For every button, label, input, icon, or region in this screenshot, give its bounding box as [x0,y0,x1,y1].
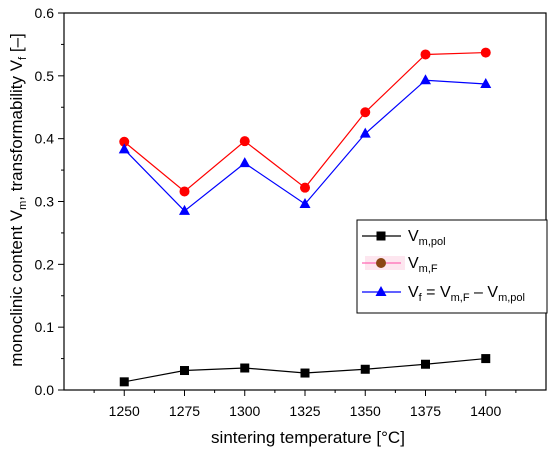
legend-marker-vm-f [376,258,386,268]
y-tick-label-0.4: 0.4 [35,131,55,147]
data-point-vf-1350 [359,127,371,138]
data-point-vm_pol-1275 [180,366,189,376]
x-tick-label-1325: 1325 [289,403,320,419]
y-tick-label-0.1: 0.1 [35,319,55,335]
data-point-vm_pol-1400 [481,354,491,364]
data-point-vm_f-1375 [420,49,431,60]
data-point-vm_f-1325 [300,182,310,193]
data-point-vm_pol-1350 [360,364,370,374]
data-point-vf-1325 [299,198,311,209]
y-tick-label-0.6: 0.6 [35,5,55,21]
data-point-vf-1375 [420,74,431,85]
data-point-vm_f-1300 [239,136,250,147]
y-axis-title-sub-f: f [17,56,29,60]
y-axis-title: monoclinic content Vm, transformability … [7,33,29,367]
series-vm_pol [119,354,491,387]
x-tick-label-1275: 1275 [169,403,200,419]
data-point-vm_pol-1325 [300,368,310,378]
data-point-vf-1275 [179,204,190,215]
data-point-vf-1250 [118,143,130,154]
data-point-vm_pol-1300 [240,363,250,373]
data-point-vm_f-1400 [480,47,491,58]
legend-label-vf-main: V [408,284,419,301]
y-tick-label-0: 0.0 [35,382,55,398]
data-point-vm_f-1250 [119,136,130,147]
data-point-vm_f-1350 [360,107,371,118]
data-point-vm_pol-1375 [421,359,430,369]
data-point-vm_f-1275 [179,186,190,197]
legend: Vm,pol Vm,F Vf = Vm,F – Vm,pol [356,219,548,314]
data-point-vf-1300 [239,157,251,168]
y-axis-title-part3: [–] [7,33,26,57]
legend-label-vm-pol: Vm,pol [408,228,446,248]
series-vm_f [119,47,491,197]
legend-label-vf-mid: = V [422,284,451,301]
legend-label-vf-mid2: – V [470,284,499,301]
series-layer [118,47,492,387]
legend-marker-vf [375,286,387,296]
legend-label-vm-f-sub: m,F [419,263,438,275]
legend-label-vf-sub2: m,F [451,292,470,304]
legend-label-vm-pol-sub: m,pol [419,236,446,248]
x-tick-label-1350: 1350 [350,403,381,419]
legend-label-vm-f-main: V [408,255,419,272]
legend-label-vm-pol-main: V [408,228,419,245]
data-point-vm_pol-1250 [119,377,129,387]
legend-marker-vm-pol [376,231,386,241]
y-axis-title-part2: , transformability V [7,59,26,200]
axis-ticks: 1250 1275 1300 1325 1350 1375 1400 0.0 0.1 0.2 0.3… [35,5,517,419]
legend-label-vf-sub: f [419,292,423,304]
y-tick-label-0.2: 0.2 [35,256,55,272]
y-tick-label-0.5: 0.5 [35,68,55,84]
x-axis-title: sintering temperature [°C] [211,428,405,447]
series-vf [118,74,492,215]
x-tick-label-1400: 1400 [470,403,501,419]
legend-label-vf: Vf = Vm,F – Vm,pol [408,284,525,304]
x-tick-label-1375: 1375 [410,403,441,419]
y-axis-title-part1: monoclinic content V [7,209,26,367]
legend-label-vm-f: Vm,F [408,255,438,275]
data-point-vf-1400 [480,78,492,89]
y-tick-label-0.3: 0.3 [35,194,55,210]
legend-label-vf-sub3: m,pol [498,292,525,304]
y-axis-title-sub-m: m [17,201,29,210]
x-tick-label-1250: 1250 [109,403,140,419]
x-tick-label-1300: 1300 [229,403,260,419]
